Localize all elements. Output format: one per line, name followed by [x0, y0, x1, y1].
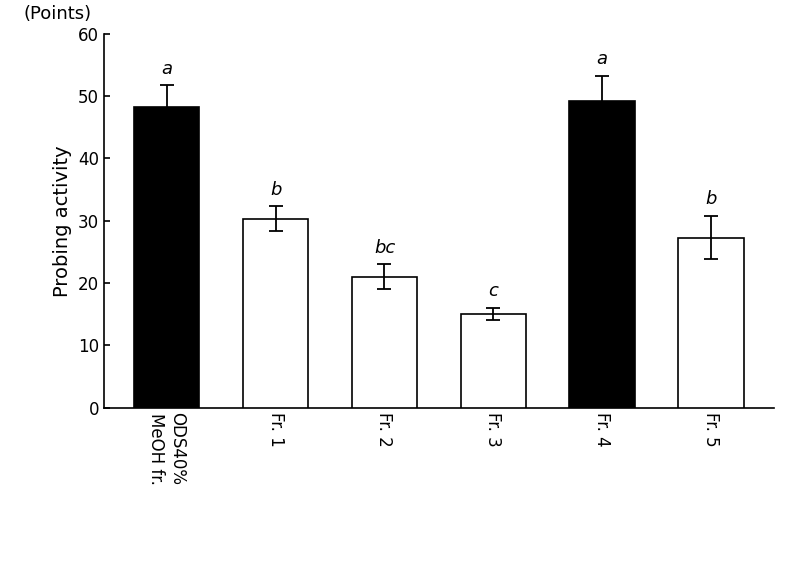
Text: a: a	[161, 59, 172, 78]
Text: c: c	[488, 282, 498, 301]
Text: b: b	[270, 181, 282, 199]
Bar	[460, 314, 526, 408]
Text: bc: bc	[374, 239, 395, 257]
Text: b: b	[705, 190, 717, 208]
Bar	[352, 277, 417, 408]
Bar	[570, 101, 634, 408]
Text: a: a	[597, 50, 607, 68]
Y-axis label: Probing activity: Probing activity	[53, 145, 72, 297]
Bar	[678, 238, 744, 408]
Bar	[243, 219, 308, 408]
Text: (Points): (Points)	[23, 5, 92, 23]
Bar	[134, 107, 200, 408]
